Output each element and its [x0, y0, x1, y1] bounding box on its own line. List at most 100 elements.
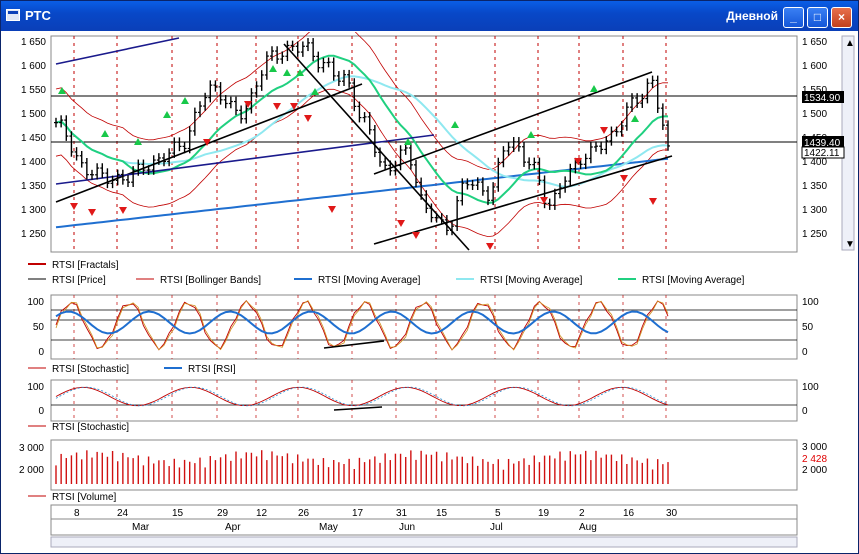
- fractal-down-arrow-icon: [119, 207, 127, 214]
- day-label: 5: [495, 508, 501, 519]
- fractal-markers: [58, 65, 657, 250]
- oscillators: [55, 300, 669, 411]
- fractal-up-arrow-icon: [451, 121, 459, 128]
- price-plot-frame: [50, 35, 798, 253]
- osc2-plot-frame: [50, 379, 798, 422]
- y-tick: 1 450: [21, 133, 46, 144]
- fractal-down-arrow-icon: [620, 175, 628, 182]
- stochastic-signal-line: [55, 300, 669, 351]
- trend-line: [373, 155, 673, 245]
- fractal-up-arrow-icon: [311, 88, 319, 95]
- month-label: Aug: [579, 522, 597, 533]
- price-tag-upper: [802, 91, 844, 103]
- y-tick: 1 350: [21, 181, 46, 192]
- fractal-down-arrow-icon: [649, 198, 657, 205]
- title-bar[interactable]: РТС Дневной _ □ ×: [1, 1, 858, 31]
- scroll-up-arrow-icon[interactable]: ▲: [845, 38, 855, 49]
- slow-stochastic-line: [55, 386, 669, 407]
- y-tick: 1 300: [802, 205, 827, 216]
- y-tick: 1 400: [21, 157, 46, 168]
- legend-label: RTSI [Volume]: [52, 492, 117, 503]
- day-label: 19: [538, 508, 550, 519]
- y-tick: 3 000: [19, 443, 44, 454]
- horizontal-scrollbar[interactable]: [50, 536, 798, 548]
- y-tick: 2 000: [19, 465, 44, 476]
- trend-line: [55, 37, 180, 65]
- fractal-up-arrow-icon: [269, 65, 277, 72]
- y-tick: 0: [38, 347, 44, 358]
- fractal-down-arrow-icon: [203, 139, 211, 146]
- price-y-axis-left: 1 650 1 600 1 550 1 500 1 450 1 400 1 35…: [21, 37, 46, 240]
- ma-fast: [55, 54, 668, 205]
- legend-label: RTSI [Moving Average]: [318, 275, 421, 286]
- day-label: 15: [436, 508, 448, 519]
- window-title: РТС: [25, 8, 51, 23]
- day-label: 31: [396, 508, 408, 519]
- maximize-button[interactable]: □: [807, 7, 828, 28]
- fractal-up-arrow-icon: [101, 130, 109, 137]
- fractal-down-arrow-icon: [304, 115, 312, 122]
- y-tick: 1 350: [802, 181, 827, 192]
- trend-line: [373, 71, 653, 175]
- day-label: 26: [298, 508, 310, 519]
- y-tick: 2 000: [802, 465, 827, 476]
- price-tag-close-text: 1422.11: [804, 148, 840, 159]
- osc1-plot-frame: [50, 294, 798, 360]
- price-tag-upper-text: 1534.90: [804, 93, 841, 104]
- y-tick: 1 500: [802, 109, 827, 120]
- day-label: 8: [74, 508, 80, 519]
- osc1-axes: 100 50 0 100 50 0 RTSI [Stochastic] RTSI…: [27, 297, 819, 375]
- minimize-button[interactable]: _: [783, 7, 804, 28]
- price-legend: RTSI [Fractals] RTSI [Price] RTSI [Bolli…: [28, 260, 745, 286]
- price-tag-lower: [802, 136, 844, 148]
- timeframe-label: Дневной: [726, 9, 778, 23]
- grid-lines: [51, 36, 797, 421]
- fractal-down-arrow-icon: [486, 243, 494, 250]
- legend-label: RTSI [Price]: [52, 275, 106, 286]
- fractal-down-arrow-icon: [600, 127, 608, 134]
- y-tick: 0: [38, 406, 44, 417]
- price-tag-lower-text: 1439.40: [804, 138, 841, 149]
- fractal-up-arrow-icon: [163, 111, 171, 118]
- fractal-down-arrow-icon: [88, 209, 96, 216]
- chart-area[interactable]: ▲ ▼ 1 650 1 600 1 550 1 500 1 450 1 400 …: [4, 21, 856, 550]
- volume-tag: 2 428: [802, 454, 827, 465]
- fractal-down-arrow-icon: [290, 103, 298, 110]
- legend-label: RTSI [Moving Average]: [642, 275, 745, 286]
- fractal-up-arrow-icon: [58, 87, 66, 94]
- y-tick: 50: [802, 322, 814, 333]
- close-button[interactable]: ×: [831, 7, 852, 28]
- day-label: 30: [666, 508, 678, 519]
- month-label: Jul: [490, 522, 503, 533]
- y-tick: 1 600: [802, 61, 827, 72]
- legend-label: RTSI [Moving Average]: [480, 275, 583, 286]
- osc-trend-line: [323, 340, 385, 349]
- fractal-up-arrow-icon: [283, 69, 291, 76]
- fractal-down-arrow-icon: [540, 197, 548, 204]
- trend-line: [283, 43, 470, 251]
- day-label: 12: [256, 508, 268, 519]
- fractal-down-arrow-icon: [273, 103, 281, 110]
- fractal-up-arrow-icon: [296, 69, 304, 76]
- y-tick: 1 300: [21, 205, 46, 216]
- fractal-down-arrow-icon: [328, 206, 336, 213]
- fractal-up-arrow-icon: [404, 138, 412, 145]
- slow-stochastic-signal: [55, 386, 669, 407]
- day-label: 16: [623, 508, 635, 519]
- fractal-down-arrow-icon: [244, 101, 252, 108]
- chart-svg[interactable]: ▲ ▼ 1 650 1 600 1 550 1 500 1 450 1 400 …: [4, 21, 856, 550]
- y-tick: 1 600: [21, 61, 46, 72]
- y-tick: 100: [802, 382, 819, 393]
- y-tick: 50: [33, 322, 45, 333]
- day-label: 29: [217, 508, 229, 519]
- y-tick: 0: [802, 347, 808, 358]
- fractal-up-arrow-icon: [134, 138, 142, 145]
- fractal-up-arrow-icon: [181, 97, 189, 104]
- scroll-down-arrow-icon[interactable]: ▼: [845, 239, 855, 250]
- price-y-axis-right: 1 650 1 600 1 550 1 500 1 450 1 400 1 35…: [801, 37, 845, 240]
- trend-line: [55, 134, 435, 185]
- fractal-down-arrow-icon: [397, 220, 405, 227]
- legend-label: RTSI [RSI]: [188, 364, 236, 375]
- y-tick: 1 250: [802, 229, 827, 240]
- volume-bars: [55, 450, 669, 484]
